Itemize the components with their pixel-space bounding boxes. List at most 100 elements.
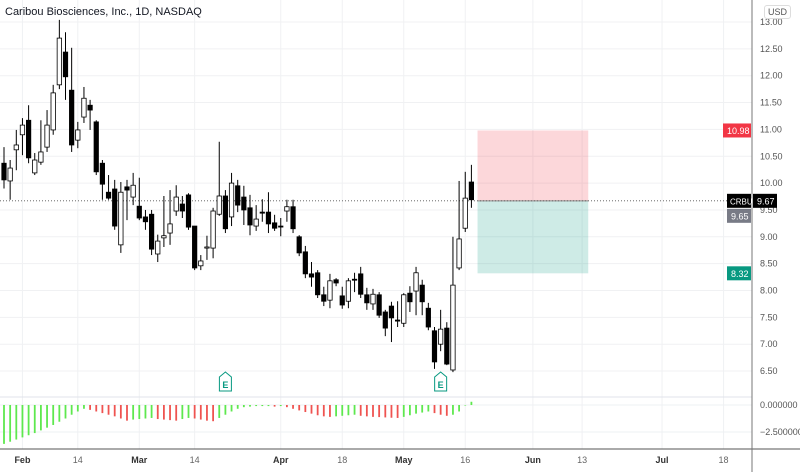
candle[interactable]: [333, 278, 339, 287]
symbol-label-bg: [727, 193, 751, 208]
candle[interactable]: [462, 171, 468, 232]
candle[interactable]: [198, 255, 204, 271]
candle[interactable]: [192, 225, 198, 271]
candle[interactable]: [296, 235, 302, 257]
candle[interactable]: [50, 84, 56, 135]
candle[interactable]: [235, 179, 241, 213]
candle[interactable]: [179, 195, 185, 219]
candle[interactable]: [130, 172, 136, 206]
candle[interactable]: [407, 286, 413, 312]
candle[interactable]: [167, 190, 173, 245]
candle-body: [235, 185, 241, 206]
candle[interactable]: [81, 86, 87, 123]
candle[interactable]: [185, 193, 192, 230]
candle[interactable]: [155, 234, 161, 263]
candle-body: [167, 223, 173, 234]
candle[interactable]: [204, 235, 210, 260]
candle[interactable]: [339, 286, 345, 309]
candle[interactable]: [265, 192, 272, 234]
candle-body: [339, 295, 345, 306]
candle[interactable]: [161, 195, 167, 248]
candle[interactable]: [376, 292, 382, 318]
candle[interactable]: [105, 175, 112, 200]
candle[interactable]: [75, 121, 81, 149]
earnings-marker[interactable]: E: [434, 371, 448, 392]
candle[interactable]: [382, 309, 388, 337]
candle[interactable]: [25, 105, 32, 164]
candle[interactable]: [228, 172, 235, 227]
candle[interactable]: [56, 19, 62, 90]
candle[interactable]: [112, 179, 118, 230]
candle-body: [1, 162, 7, 181]
candle[interactable]: [394, 301, 401, 328]
target-price-label-bg: [723, 123, 751, 138]
position-target-zone[interactable]: [477, 130, 589, 201]
candle[interactable]: [278, 218, 284, 237]
candle[interactable]: [419, 279, 425, 316]
candle[interactable]: [321, 286, 327, 307]
candle[interactable]: [136, 177, 142, 221]
time-tick-label: Jul: [656, 455, 669, 465]
candle[interactable]: [19, 118, 26, 156]
candle[interactable]: [456, 180, 462, 271]
candle[interactable]: [431, 327, 438, 369]
candle[interactable]: [222, 190, 228, 234]
candle-body: [136, 205, 142, 219]
candle[interactable]: [401, 293, 407, 328]
candle[interactable]: [468, 164, 475, 208]
candle-body: [204, 246, 210, 249]
candle[interactable]: [364, 287, 370, 310]
price-tick-label: 6.50: [760, 366, 778, 376]
candle[interactable]: [87, 99, 93, 130]
candle[interactable]: [62, 32, 69, 100]
candle[interactable]: [308, 262, 315, 287]
candle[interactable]: [302, 245, 308, 279]
candle[interactable]: [216, 141, 222, 216]
candle[interactable]: [247, 194, 253, 236]
candle[interactable]: [259, 199, 265, 222]
candle[interactable]: [425, 302, 431, 331]
candle[interactable]: [345, 278, 352, 309]
candle[interactable]: [173, 185, 179, 216]
candle[interactable]: [327, 273, 333, 309]
candle[interactable]: [290, 199, 296, 234]
candle-body: [32, 159, 38, 174]
candle[interactable]: [44, 110, 50, 152]
candle[interactable]: [118, 182, 124, 253]
candle[interactable]: [69, 47, 75, 152]
candle[interactable]: [358, 266, 364, 299]
candle[interactable]: [413, 266, 419, 316]
earnings-marker[interactable]: E: [218, 371, 232, 392]
candle[interactable]: [124, 179, 130, 221]
candle[interactable]: [38, 120, 44, 165]
candle[interactable]: [1, 147, 7, 189]
candle[interactable]: [148, 209, 155, 256]
currency-button[interactable]: USD: [764, 5, 792, 19]
candle[interactable]: [32, 153, 38, 176]
candle-body: [382, 311, 388, 329]
candle[interactable]: [438, 309, 444, 352]
candle[interactable]: [13, 129, 19, 171]
candle[interactable]: [271, 214, 278, 231]
candle[interactable]: [450, 236, 456, 373]
candle[interactable]: [93, 120, 99, 176]
candle[interactable]: [315, 270, 321, 299]
candle[interactable]: [7, 160, 13, 200]
candle[interactable]: [351, 272, 358, 293]
candle[interactable]: [370, 288, 376, 310]
candle[interactable]: [444, 322, 450, 366]
candle[interactable]: [241, 185, 247, 225]
candle-body: [198, 260, 204, 267]
candle[interactable]: [388, 301, 395, 343]
candle-body: [185, 194, 192, 228]
candle[interactable]: [210, 207, 216, 259]
candle-body: [130, 184, 136, 198]
candle[interactable]: [284, 199, 290, 222]
candle[interactable]: [253, 205, 259, 231]
oscillator-tick-label: −2.500000: [760, 427, 800, 437]
position-stop-zone[interactable]: [477, 200, 589, 274]
candle[interactable]: [142, 209, 149, 230]
candle[interactable]: [99, 160, 105, 200]
candle-body: [456, 238, 462, 269]
